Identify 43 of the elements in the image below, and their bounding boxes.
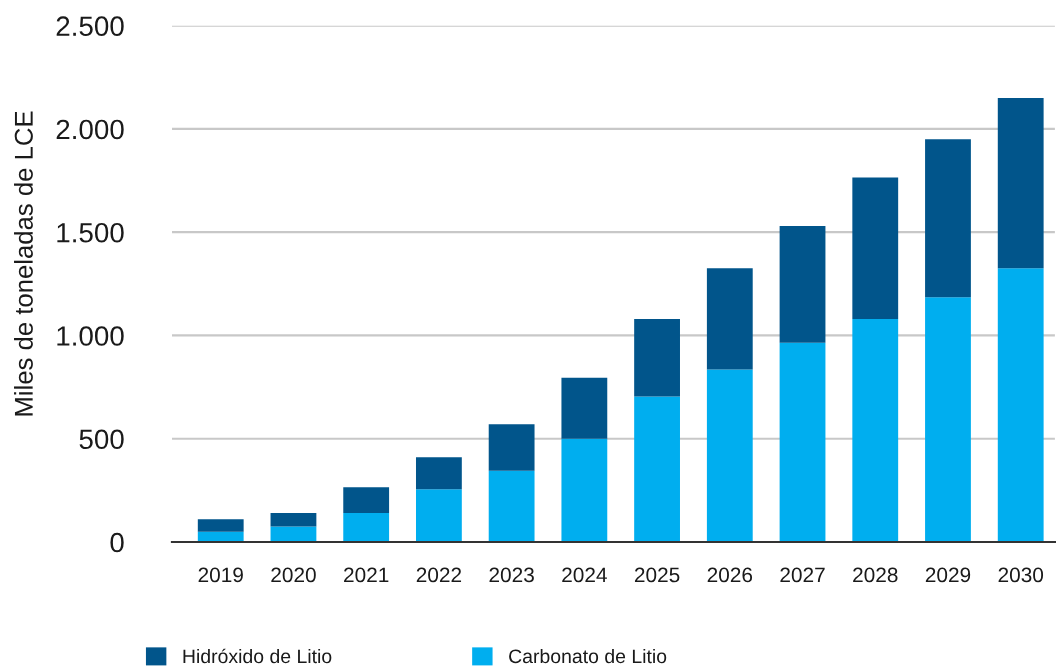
bar [852,318,899,542]
bar [634,396,680,542]
bar [488,424,535,471]
x-tick-label: 2029 [925,567,971,583]
bar [997,97,1044,269]
x-tick-label: 2020 [271,567,316,583]
bar [561,438,608,542]
bar [925,297,971,542]
x-tick-label: 2019 [198,567,243,583]
x-tick-label: 2025 [634,567,680,583]
y-tick-label: 2.500 [56,16,124,37]
bar [561,377,608,439]
x-tick-label: 2028 [853,567,898,583]
x-tick-label: 2022 [416,567,462,583]
bar [634,318,680,397]
x-tick-label: 2023 [489,567,534,583]
bar [852,177,899,319]
bar [488,470,535,542]
bar [779,342,826,542]
bar [706,268,753,370]
y-tick-label: 1.000 [57,326,124,346]
x-tick-label: 2024 [562,567,607,583]
bar [997,268,1044,542]
bar [415,489,462,542]
y-tick-label: 1.500 [57,222,124,243]
y-tick-label: 2.000 [56,119,124,140]
x-tick-label: 2026 [707,567,753,583]
bar [925,139,971,298]
bar [779,226,826,343]
bar [343,487,390,514]
x-tick-label: 2027 [780,567,825,583]
x-tick-label: 2021 [344,567,389,583]
bar [706,369,753,542]
y-axis-title: Miles de toneladas de LCE [14,111,33,416]
bar [415,457,462,490]
bar [197,519,244,532]
bar [270,513,317,527]
legend-label: Hidróxido de Litio [183,648,332,664]
y-tick-label: 0 [110,532,124,553]
bar [343,513,390,542]
x-tick-label: 2030 [998,567,1044,583]
legend-label: Carbonato de Litio [509,648,667,664]
y-tick-label: 500 [79,429,124,450]
